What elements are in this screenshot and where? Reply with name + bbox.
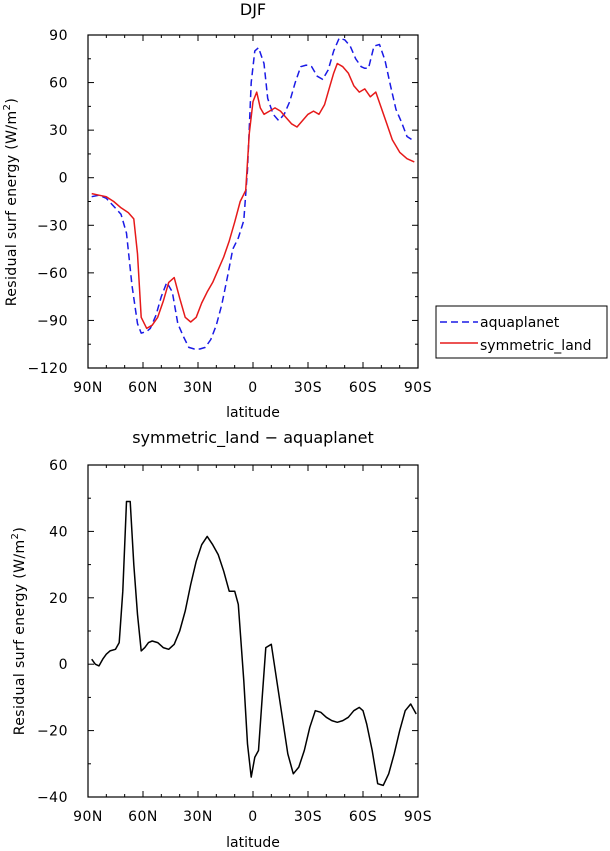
y-axis-label-main: Residual surf energy (W/m [12, 539, 28, 735]
x-tick-label: 60N [128, 380, 158, 396]
y-axis-label: Residual surf energy (W/m2) [10, 527, 28, 735]
x-tick-label: 0 [248, 380, 257, 396]
x-tick-label: 90N [73, 809, 103, 825]
y-tick-label: 30 [49, 123, 68, 139]
y-axis-label-end: ) [12, 527, 28, 533]
x-tick-label: 30N [183, 380, 213, 396]
chart-title: DJF [240, 0, 266, 19]
x-tick-label: 30N [183, 809, 213, 825]
chart-djf: DJF 90N 60N 30N 0 30S 60S 90S −120 −90 −60 −30 0 30… [2, 0, 432, 421]
y-axis: −120 −90 −60 −30 0 30 60 90 [28, 28, 418, 377]
x-axis-label: latitude [226, 405, 280, 421]
y-tick-label: 90 [49, 28, 68, 44]
y-axis: −40 −20 0 20 40 60 [37, 458, 418, 806]
y-tick-label: 20 [49, 591, 68, 607]
x-axis: 90N 60N 30N 0 30S 60S 90S [73, 35, 432, 396]
legend: aquaplanet symmetric_land [435, 305, 608, 359]
x-tick-label: 90S [404, 809, 432, 825]
y-tick-label: 0 [59, 657, 68, 673]
y-tick-label: 60 [49, 76, 68, 92]
x-tick-label: 90S [404, 380, 432, 396]
series-line-symmetric-land [91, 62, 415, 330]
y-tick-label: 40 [49, 524, 68, 540]
y-axis-label-sup: 2 [2, 104, 13, 111]
chart-title: symmetric_land − aquaplanet [132, 428, 374, 448]
x-tick-label: 60N [128, 809, 158, 825]
y-axis-label-main: Residual surf energy (W/m [4, 110, 20, 306]
y-axis-label: Residual surf energy (W/m2) [2, 98, 20, 306]
legend-label-aquaplanet: aquaplanet [480, 315, 560, 331]
x-tick-label: 90N [73, 380, 103, 396]
series-line-aquaplanet [91, 37, 415, 350]
series-line-difference [91, 500, 417, 787]
legend-box [435, 305, 608, 359]
y-tick-label: −60 [37, 266, 68, 282]
x-tick-label: 60S [349, 809, 377, 825]
y-tick-label: −120 [28, 361, 68, 377]
y-axis-label-end: ) [4, 98, 20, 104]
series-layer [91, 500, 417, 787]
x-tick-label: 30S [294, 809, 322, 825]
x-tick-label: 60S [349, 380, 377, 396]
y-axis-label-sup: 2 [10, 533, 21, 540]
x-tick-label: 0 [248, 809, 257, 825]
y-tick-label: −30 [37, 218, 68, 234]
y-tick-label: −40 [37, 790, 68, 806]
plot-frame [87, 464, 419, 798]
x-axis: 90N 60N 30N 0 30S 60S 90S [73, 465, 432, 825]
series-layer [91, 37, 415, 350]
legend-label-symmetric-land: symmetric_land [480, 338, 592, 354]
chart-difference: symmetric_land − aquaplanet 90N 60N 30N 0 30… [10, 428, 432, 851]
x-tick-label: 30S [294, 380, 322, 396]
y-tick-label: 0 [59, 171, 68, 187]
plot-frame [87, 34, 419, 369]
y-tick-label: −20 [37, 724, 68, 740]
x-axis-label: latitude [226, 835, 280, 851]
y-tick-label: −90 [37, 313, 68, 329]
y-tick-label: 60 [49, 458, 68, 474]
